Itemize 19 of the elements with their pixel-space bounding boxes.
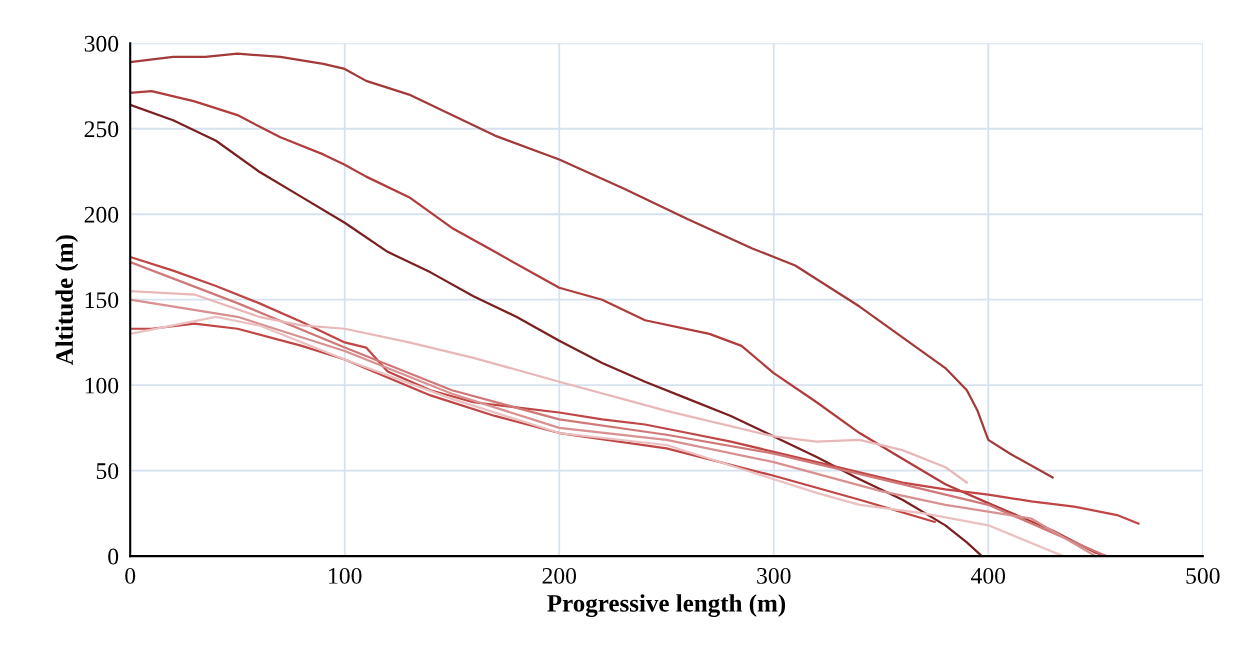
- y-tick-label: 0: [108, 548, 119, 565]
- x-axis-title: Progressive length (m): [547, 594, 786, 618]
- y-tick-label: 150: [85, 292, 119, 309]
- line-series: [130, 103, 983, 557]
- x-tick-label: 200: [542, 567, 577, 584]
- x-tick-label: 0: [125, 567, 136, 584]
- line-series: [130, 52, 1054, 479]
- x-tick-label: 500: [1186, 567, 1220, 584]
- y-tick-label: 250: [84, 121, 119, 138]
- y-tick-label: 300: [84, 35, 119, 52]
- y-axis-title: Altitude (m): [55, 235, 79, 366]
- line-series: [130, 322, 936, 524]
- y-tick-label: 200: [84, 206, 119, 223]
- y-tick-label: 100: [85, 377, 119, 394]
- x-tick-label: 400: [971, 567, 1006, 584]
- x-tick-label: 100: [329, 567, 362, 584]
- line-series: [130, 290, 968, 484]
- y-tick-label: 50: [96, 463, 119, 480]
- x-tick-label: 300: [757, 567, 791, 584]
